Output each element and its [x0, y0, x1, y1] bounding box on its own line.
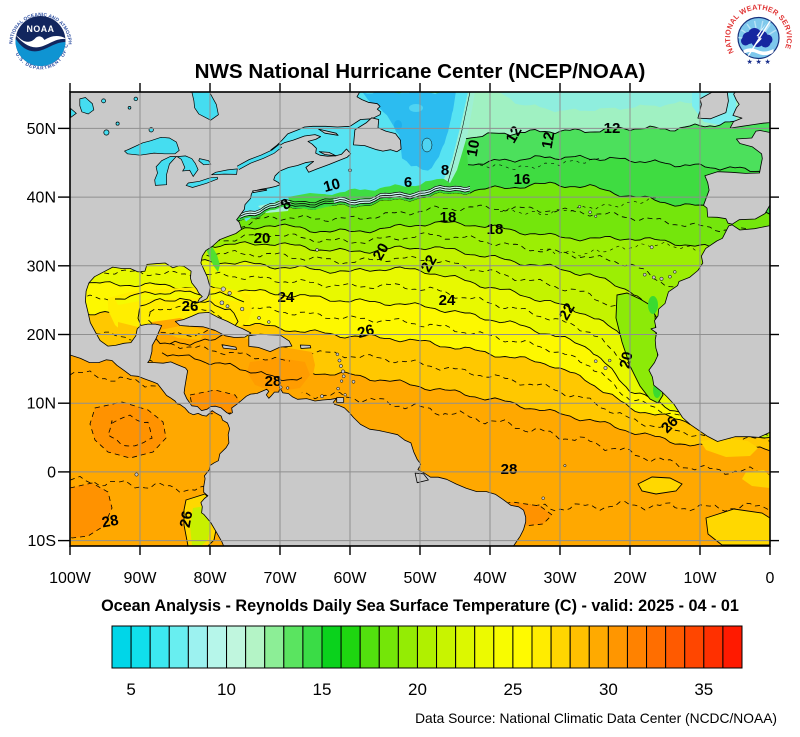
svg-text:24: 24 [278, 289, 295, 306]
svg-text:NOAA: NOAA [27, 24, 55, 34]
svg-text:24: 24 [439, 292, 456, 309]
svg-text:6: 6 [404, 174, 412, 191]
svg-text:26: 26 [182, 298, 199, 315]
svg-text:40W: 40W [474, 570, 508, 587]
svg-text:100W: 100W [49, 570, 92, 587]
svg-text:28: 28 [265, 373, 282, 390]
svg-text:Ocean Analysis - Reynolds Dail: Ocean Analysis - Reynolds Daily Sea Surf… [101, 597, 739, 615]
svg-text:26: 26 [177, 510, 197, 529]
svg-text:18: 18 [440, 209, 457, 226]
svg-text:30N: 30N [27, 258, 56, 275]
svg-text:10S: 10S [28, 533, 56, 550]
svg-text:10W: 10W [684, 570, 718, 587]
svg-text:22: 22 [556, 300, 579, 323]
svg-text:20W: 20W [614, 570, 648, 587]
svg-text:50W: 50W [404, 570, 438, 587]
svg-text:12: 12 [503, 123, 526, 146]
svg-text:10: 10 [322, 175, 343, 196]
svg-text:30W: 30W [544, 570, 578, 587]
svg-text:Data Source: National Climatic: Data Source: National Climatic Data Cent… [415, 711, 777, 726]
svg-text:20: 20 [408, 680, 427, 699]
svg-text:35: 35 [694, 680, 713, 699]
svg-text:10N: 10N [27, 396, 56, 413]
svg-text:50N: 50N [27, 121, 56, 138]
svg-text:10: 10 [464, 139, 484, 158]
svg-text:12: 12 [539, 131, 559, 150]
svg-text:18: 18 [487, 221, 504, 238]
svg-text:★: ★ [746, 58, 752, 66]
svg-text:0: 0 [766, 570, 775, 587]
svg-text:5: 5 [126, 680, 135, 699]
svg-text:★: ★ [755, 58, 761, 66]
svg-text:26: 26 [356, 321, 377, 342]
svg-text:20: 20 [254, 230, 271, 247]
svg-text:28: 28 [501, 461, 518, 478]
svg-text:10: 10 [217, 680, 236, 699]
svg-text:★: ★ [764, 58, 770, 66]
svg-text:22: 22 [418, 252, 441, 275]
svg-text:70W: 70W [264, 570, 298, 587]
svg-text:NWS National Hurricane Center: NWS National Hurricane Center (NCEP/NOAA… [195, 60, 646, 83]
svg-text:16: 16 [514, 171, 531, 188]
svg-text:15: 15 [313, 680, 332, 699]
svg-text:40N: 40N [27, 190, 56, 207]
svg-text:60W: 60W [334, 570, 368, 587]
svg-text:20N: 20N [27, 327, 56, 344]
svg-text:25: 25 [503, 680, 522, 699]
svg-text:90W: 90W [124, 570, 158, 587]
svg-text:20: 20 [370, 240, 393, 263]
svg-text:20: 20 [617, 350, 637, 370]
svg-text:28: 28 [101, 512, 120, 532]
svg-text:80W: 80W [194, 570, 228, 587]
svg-text:8: 8 [441, 162, 449, 179]
svg-text:0: 0 [47, 464, 56, 481]
svg-text:30: 30 [599, 680, 618, 699]
